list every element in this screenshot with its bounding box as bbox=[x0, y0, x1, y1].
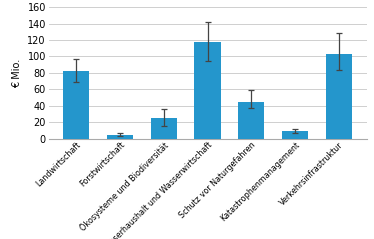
Bar bbox=[326, 54, 352, 139]
Bar bbox=[238, 102, 264, 139]
Bar bbox=[63, 71, 89, 139]
Bar bbox=[194, 42, 221, 139]
Bar bbox=[107, 135, 133, 139]
Bar bbox=[151, 118, 177, 139]
Bar bbox=[282, 131, 308, 139]
Y-axis label: € Mio.: € Mio. bbox=[12, 58, 22, 87]
